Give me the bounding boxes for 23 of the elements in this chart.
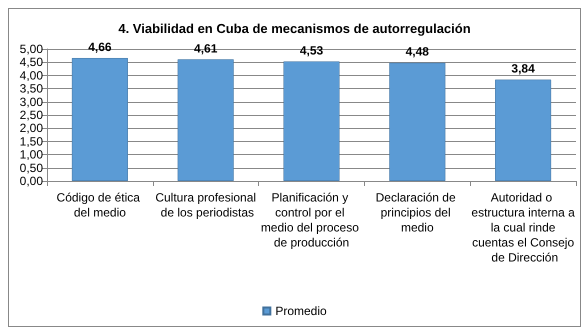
- x-tick-label: Planificación y control por el medio del proceso de producción: [260, 190, 362, 250]
- data-label: 4,66: [88, 40, 112, 54]
- x-tick-label: Cultura profesional de los periodistas: [155, 190, 256, 220]
- y-tick-label: 1,50: [20, 134, 44, 148]
- legend-label: Promedio: [275, 304, 328, 318]
- y-tick-label: 1,00: [20, 148, 44, 162]
- data-label: 4,53: [300, 43, 324, 58]
- y-tick-label: 4,50: [20, 55, 44, 70]
- y-tick-label: 5,00: [20, 42, 44, 56]
- y-tick-label: 4,00: [20, 68, 44, 82]
- y-tick-label: 2,50: [20, 108, 44, 122]
- y-tick-label: 3,50: [20, 82, 44, 96]
- data-label: 3,84: [511, 62, 536, 76]
- x-tick-label: Declaración de principios del medio: [376, 190, 459, 234]
- data-label: 4,48: [406, 44, 430, 59]
- y-tick-label: 3,00: [20, 94, 44, 109]
- data-label: 4,61: [194, 41, 218, 56]
- x-tick-label: Autoridad o estructura interna a la cual rinde cuentas el Consejo de Dirección: [471, 190, 576, 264]
- chart-title: 4. Viabilidad en Cuba de mecanismos de autorregulación: [118, 21, 471, 36]
- y-tick-label: 0,00: [20, 174, 44, 188]
- y-tick-label: 0,50: [20, 160, 44, 175]
- y-tick-label: 2,00: [20, 121, 44, 136]
- x-tick-label: Código de ética del medio: [56, 190, 144, 220]
